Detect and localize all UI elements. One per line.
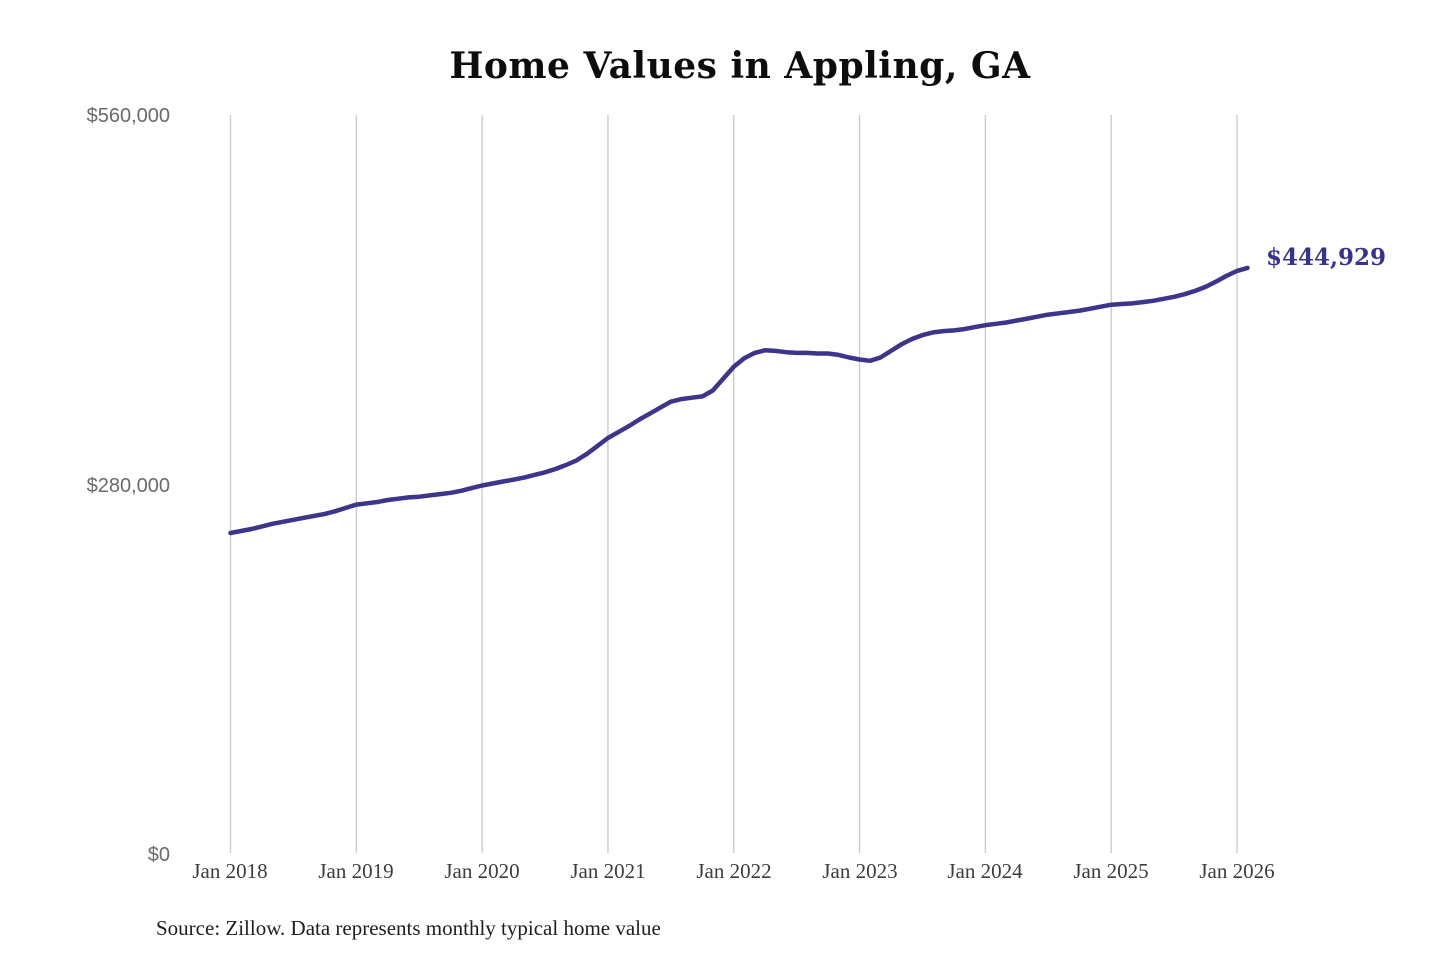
x-axis-tick-label-2023: Jan 2023 [822, 859, 898, 883]
x-axis-tick-label-2019: Jan 2019 [318, 859, 394, 883]
latest-value-annotation: $444,929 [1266, 244, 1387, 271]
x-axis-tick-label-2024: Jan 2024 [947, 859, 1023, 883]
y-axis-tick-label-560000: $560,000 [86, 105, 170, 127]
source-note: Source: Zillow. Data represents monthly … [156, 916, 661, 940]
x-axis-tick-label-2021: Jan 2021 [570, 859, 646, 883]
chart-title: Home Values in Appling, GA [449, 45, 1031, 87]
x-axis-tick-label-2026: Jan 2026 [1199, 859, 1275, 883]
y-axis-tick-label-0: $0 [147, 844, 170, 866]
x-axis-tick-label-2025: Jan 2025 [1073, 859, 1149, 883]
x-axis-tick-label-2022: Jan 2022 [696, 859, 772, 883]
x-axis-tick-label-2018: Jan 2018 [192, 859, 268, 883]
y-axis-tick-label-280000: $280,000 [86, 475, 170, 497]
x-axis-tick-label-2020: Jan 2020 [444, 859, 520, 883]
